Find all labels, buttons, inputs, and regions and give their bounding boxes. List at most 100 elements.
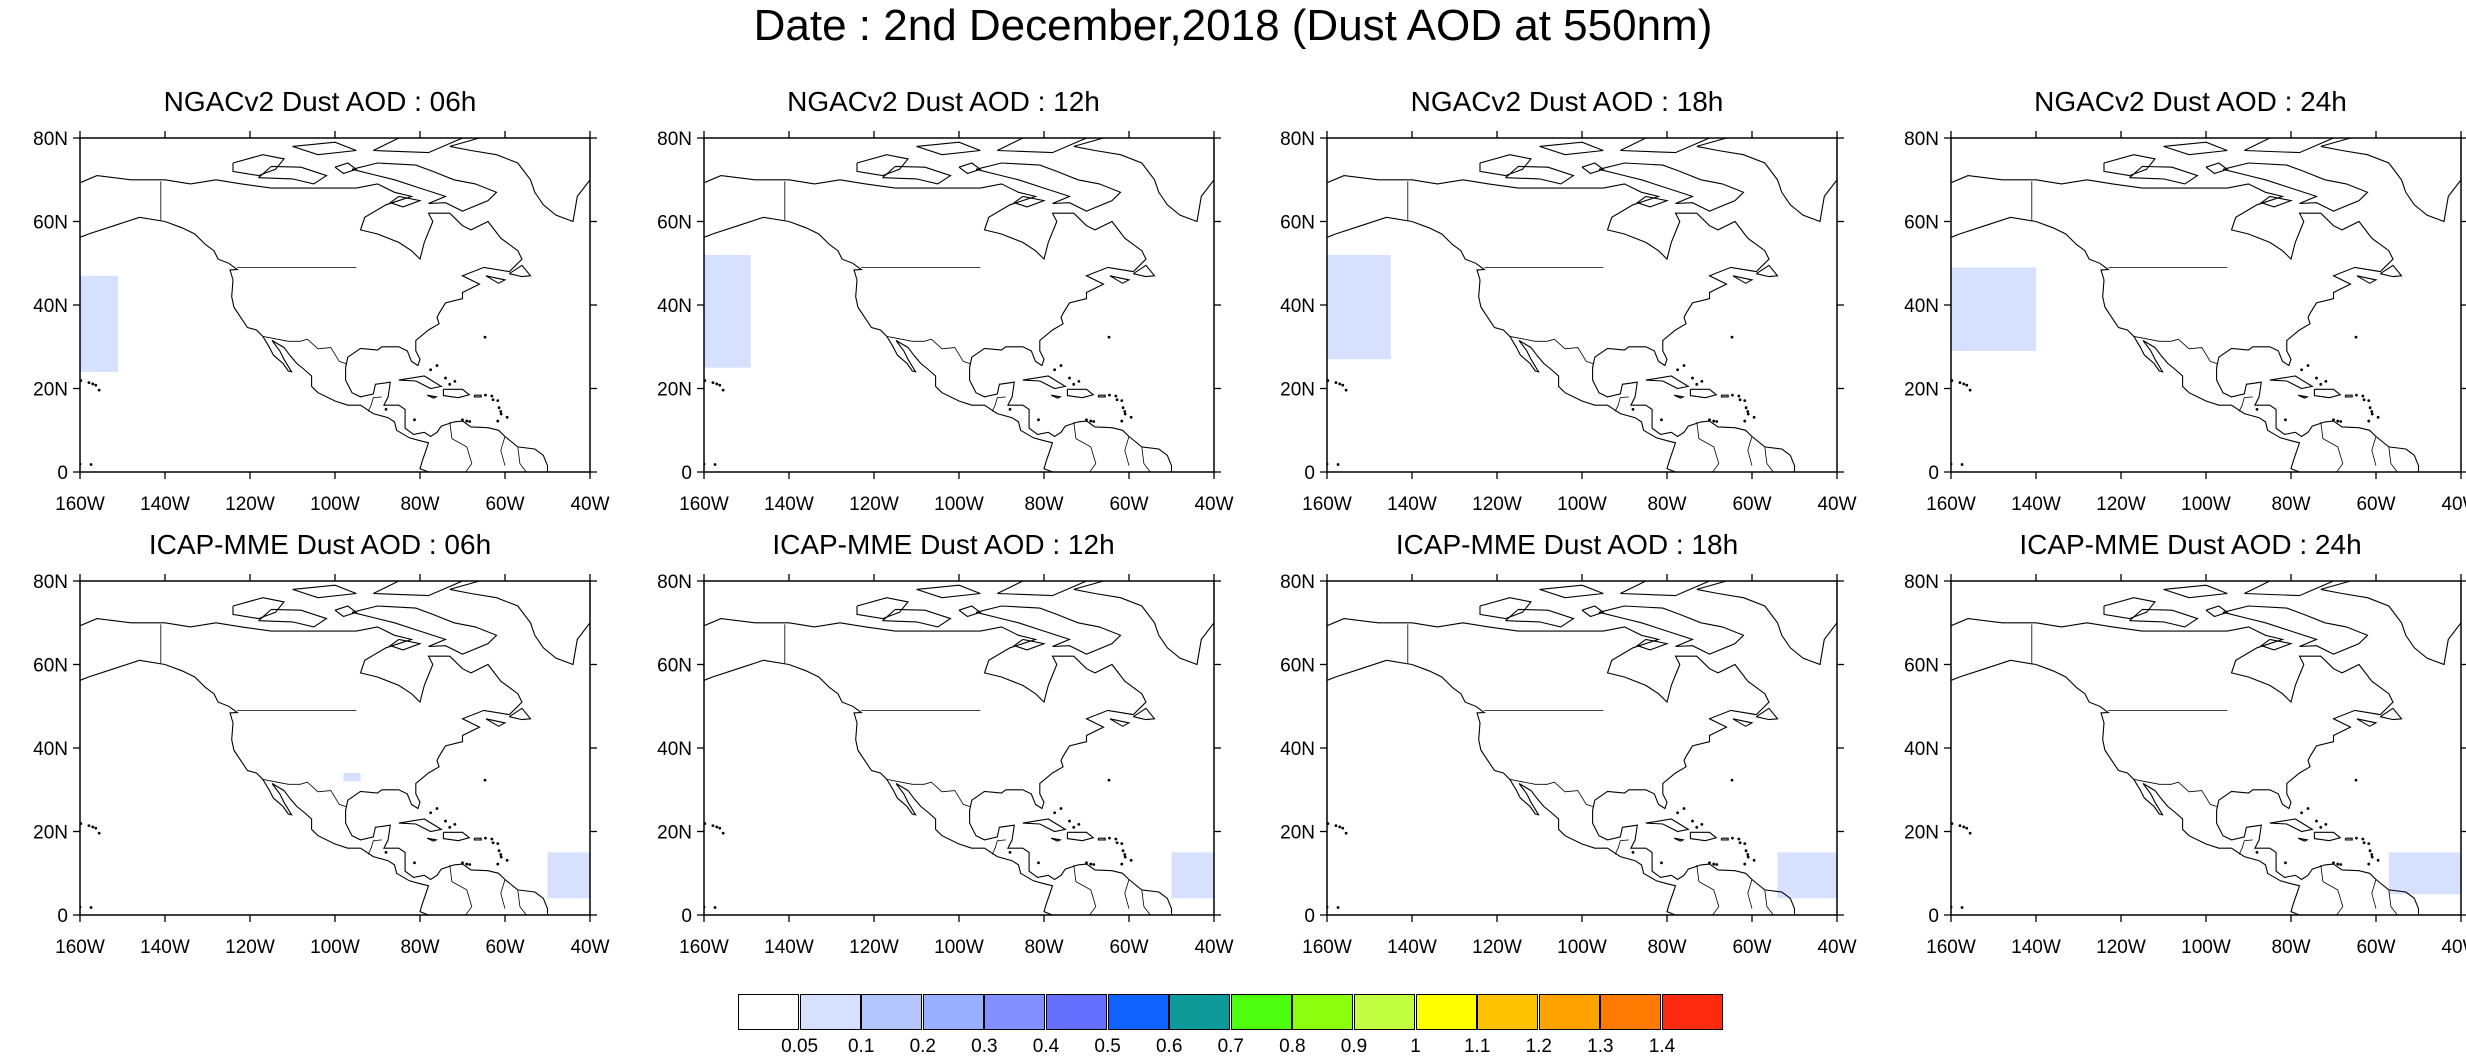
- island-dot: [2376, 859, 2379, 862]
- coastline-atlantic: [1917, 619, 2419, 915]
- island-dot: [1092, 420, 1095, 423]
- island-outline: [509, 265, 530, 276]
- country-border: [1697, 422, 1719, 476]
- island-outline: [976, 163, 1121, 211]
- island-dot: [444, 820, 447, 823]
- island-dot: [2368, 849, 2371, 852]
- island-dot: [1068, 377, 1071, 380]
- island-dot: [1072, 383, 1075, 386]
- lat-tick-label: 80N: [33, 572, 68, 593]
- island-outline: [976, 606, 1121, 654]
- island-outline: [335, 606, 356, 617]
- island-outline: [259, 166, 327, 184]
- country-border: [886, 779, 971, 807]
- island-dot: [484, 394, 487, 397]
- island-dot: [496, 863, 499, 866]
- coastlines: [1293, 569, 1837, 920]
- island-dot: [1731, 336, 1734, 339]
- island-dot: [711, 824, 714, 827]
- island-outline: [2129, 609, 2197, 627]
- island-dot: [1107, 336, 1110, 339]
- island-dot: [1037, 418, 1040, 421]
- island-dot: [91, 383, 94, 386]
- island-dot: [2361, 395, 2364, 398]
- island-dot: [1123, 413, 1126, 416]
- island-dot: [2354, 779, 2357, 782]
- island-outline: [1733, 276, 1752, 284]
- island-outline: [2380, 708, 2401, 719]
- island-dot: [2332, 861, 2335, 864]
- colorbar-level-label: 0.05: [770, 1036, 830, 1058]
- colorbar-level-label: 0.9: [1324, 1036, 1384, 1058]
- island-dot: [715, 383, 718, 386]
- island-outline: [1022, 376, 1065, 389]
- island-dot: [1676, 811, 1679, 814]
- island-outline: [2356, 719, 2375, 727]
- island-dot: [1120, 399, 1123, 402]
- island-outline: [857, 155, 908, 176]
- island-dot: [94, 827, 97, 830]
- island-dot: [1962, 383, 1965, 386]
- island-outline: [443, 832, 469, 840]
- island-outline: [2244, 134, 2333, 153]
- lat-tick-label: 40N: [33, 296, 68, 317]
- island-outline: [2104, 598, 2155, 619]
- island-outline: [1506, 609, 1574, 627]
- island-dot: [2367, 399, 2370, 402]
- island-dot: [2336, 863, 2339, 866]
- lat-tick-label: 60N: [33, 656, 68, 677]
- island-dot: [1715, 420, 1718, 423]
- island-dot: [1121, 849, 1124, 852]
- island-outline: [352, 606, 497, 654]
- country-border: [2320, 422, 2342, 476]
- island-outline: [399, 819, 442, 832]
- island-dot: [1059, 364, 1062, 367]
- lon-tick-label: 160W: [1926, 937, 1976, 958]
- island-dot: [1077, 823, 1080, 826]
- island-outline: [1646, 376, 1689, 389]
- island-outline: [509, 708, 530, 719]
- island-dot: [490, 395, 493, 398]
- island-dot: [468, 863, 471, 866]
- country-border: [501, 437, 505, 466]
- island-dot: [1712, 863, 1715, 866]
- island-dot: [1115, 398, 1118, 401]
- island-outline: [1756, 265, 1777, 276]
- island-dot: [2315, 377, 2318, 380]
- colorbar-swatch: [861, 994, 922, 1030]
- island-dot: [492, 841, 495, 844]
- lon-tick-label: 120W: [1472, 494, 1522, 515]
- island-dot: [1753, 859, 1756, 862]
- island-dot: [1123, 853, 1126, 856]
- island-dot: [1745, 406, 1748, 409]
- country-border: [518, 890, 527, 915]
- island-outline: [1756, 708, 1777, 719]
- island-dot: [2370, 856, 2373, 859]
- island-dot: [1700, 380, 1703, 383]
- country-border: [2133, 779, 2218, 807]
- island-dot: [484, 779, 487, 782]
- lon-tick-label: 80W: [1024, 937, 1063, 958]
- country-border: [2320, 865, 2342, 919]
- lon-tick-label: 100W: [310, 937, 360, 958]
- island-outline: [1109, 719, 1128, 727]
- island-dot: [98, 389, 101, 392]
- island-outline: [959, 606, 980, 617]
- island-dot: [1068, 820, 1071, 823]
- island-outline: [1133, 265, 1154, 276]
- island-dot: [90, 463, 93, 466]
- island-dot: [436, 364, 439, 367]
- island-dot: [1715, 863, 1718, 866]
- island-outline: [373, 134, 462, 153]
- island-dot: [1129, 859, 1132, 862]
- island-outline: [1646, 819, 1689, 832]
- island-dot: [1335, 824, 1338, 827]
- lon-tick-label: 60W: [2356, 494, 2395, 515]
- island-outline: [2163, 142, 2227, 155]
- island-outline: [1067, 832, 1093, 840]
- island-dot: [1037, 861, 1040, 864]
- island-dot: [490, 838, 493, 841]
